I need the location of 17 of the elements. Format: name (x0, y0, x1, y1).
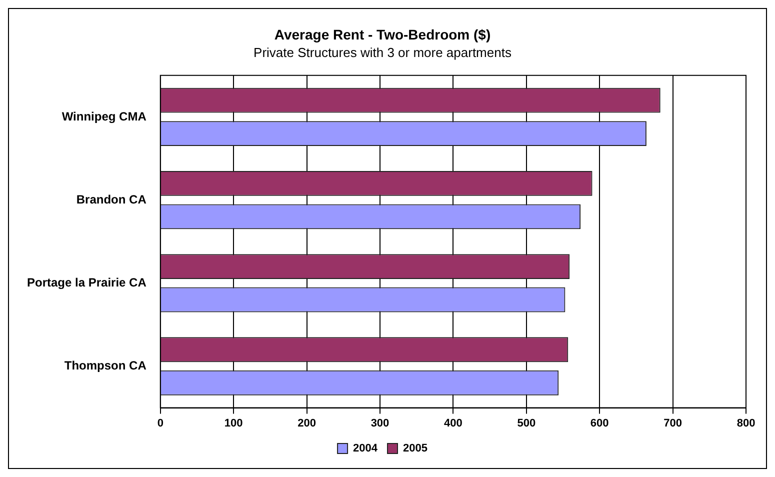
chart-subtitle: Private Structures with 3 or more apartments (254, 45, 512, 60)
x-tick-label: 800 (736, 417, 756, 430)
x-tick-label: 100 (224, 417, 243, 430)
x-tick-label: 700 (664, 417, 682, 430)
x-tick-label: 300 (370, 417, 390, 430)
x-tick-label: 400 (444, 417, 462, 430)
y-tick-label: Winnipeg CMA (62, 109, 147, 124)
legend-label: 2004 (353, 442, 378, 455)
y-tick-label: Portage la Prairie CA (26, 275, 147, 290)
x-tick-label: 0 (157, 417, 164, 430)
x-tick-label: 500 (517, 417, 536, 430)
y-tick-label: Brandon CA (76, 192, 147, 206)
x-tick-label: 600 (590, 417, 609, 430)
chart-title: Average Rent - Two-Bedroom ($) (274, 26, 491, 42)
y-tick-label: Thompson CA (64, 358, 147, 373)
x-tick-label: 200 (298, 417, 316, 430)
legend-label: 2005 (403, 442, 428, 455)
